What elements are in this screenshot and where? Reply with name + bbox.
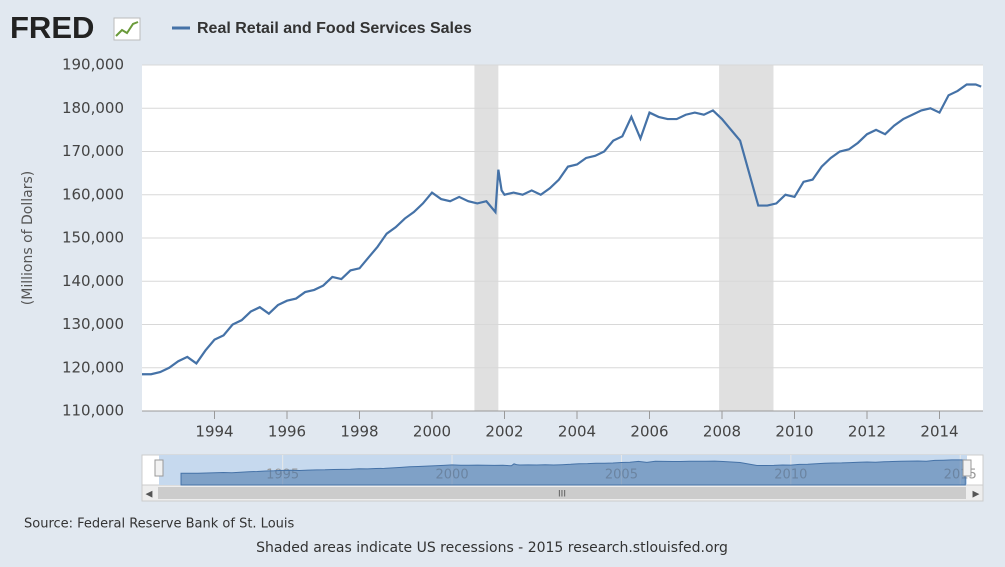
y-tick-label: 130,000 bbox=[62, 315, 124, 333]
legend-label: Real Retail and Food Services Sales bbox=[197, 20, 472, 37]
scrollbar-grip: III bbox=[558, 490, 566, 500]
scroll-right[interactable]: ▶ bbox=[973, 490, 980, 500]
y-tick-label: 140,000 bbox=[62, 272, 124, 290]
logo: FRED bbox=[10, 10, 94, 45]
y-axis-label: (Millions of Dollars) bbox=[20, 171, 36, 305]
y-tick-label: 170,000 bbox=[62, 142, 124, 160]
navigator-handle[interactable] bbox=[154, 459, 164, 477]
x-tick-label: 2010 bbox=[775, 423, 813, 441]
logo-icon bbox=[113, 17, 141, 41]
y-tick-label: 160,000 bbox=[62, 185, 124, 203]
x-tick-label: 1998 bbox=[340, 423, 378, 441]
x-tick-label: 2004 bbox=[558, 423, 596, 441]
series-line bbox=[142, 83, 982, 376]
y-tick-label: 180,000 bbox=[62, 99, 124, 117]
navigator-area bbox=[180, 459, 966, 486]
y-tick-label: 150,000 bbox=[62, 229, 124, 247]
y-tick-label: 120,000 bbox=[62, 358, 124, 376]
x-tick-label: 1996 bbox=[268, 423, 306, 441]
x-tick-label: 2000 bbox=[413, 423, 451, 441]
x-tick-label: 2006 bbox=[630, 423, 668, 441]
x-tick-label: 2012 bbox=[848, 423, 886, 441]
footer: Shaded areas indicate US recessions - 20… bbox=[256, 540, 728, 556]
x-tick-label: 1994 bbox=[195, 423, 233, 441]
navigator-handle[interactable] bbox=[962, 459, 972, 477]
scrollbar-thumb[interactable] bbox=[158, 487, 966, 499]
source: Source: Federal Reserve Bank of St. Loui… bbox=[24, 517, 294, 532]
y-tick-label: 190,000 bbox=[62, 56, 124, 74]
x-tick-label: 2002 bbox=[485, 423, 523, 441]
x-tick-label: 2008 bbox=[703, 423, 741, 441]
y-tick-label: 110,000 bbox=[62, 402, 124, 420]
scroll-left[interactable]: ◀ bbox=[146, 490, 153, 500]
x-tick-label: 2014 bbox=[920, 423, 958, 441]
